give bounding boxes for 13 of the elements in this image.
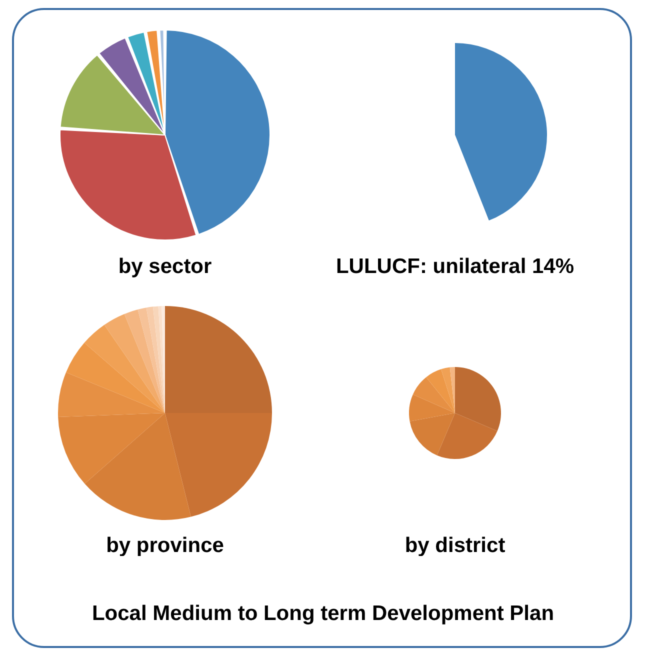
pie-slice bbox=[146, 306, 165, 413]
pie-slice bbox=[138, 308, 165, 413]
text: by province bbox=[106, 534, 224, 557]
text: by sector bbox=[118, 255, 212, 278]
text: Local Medium to Long term Development Plan bbox=[90, 602, 556, 626]
pie-slice bbox=[450, 367, 455, 413]
pie-slice bbox=[152, 306, 165, 413]
text: LULUCF: unilateral 14% bbox=[336, 255, 574, 278]
pie-slice bbox=[104, 314, 165, 413]
pie-slice bbox=[441, 367, 455, 413]
pie-slice bbox=[84, 324, 165, 413]
text: by district bbox=[404, 534, 506, 557]
pie-slice bbox=[124, 310, 165, 413]
